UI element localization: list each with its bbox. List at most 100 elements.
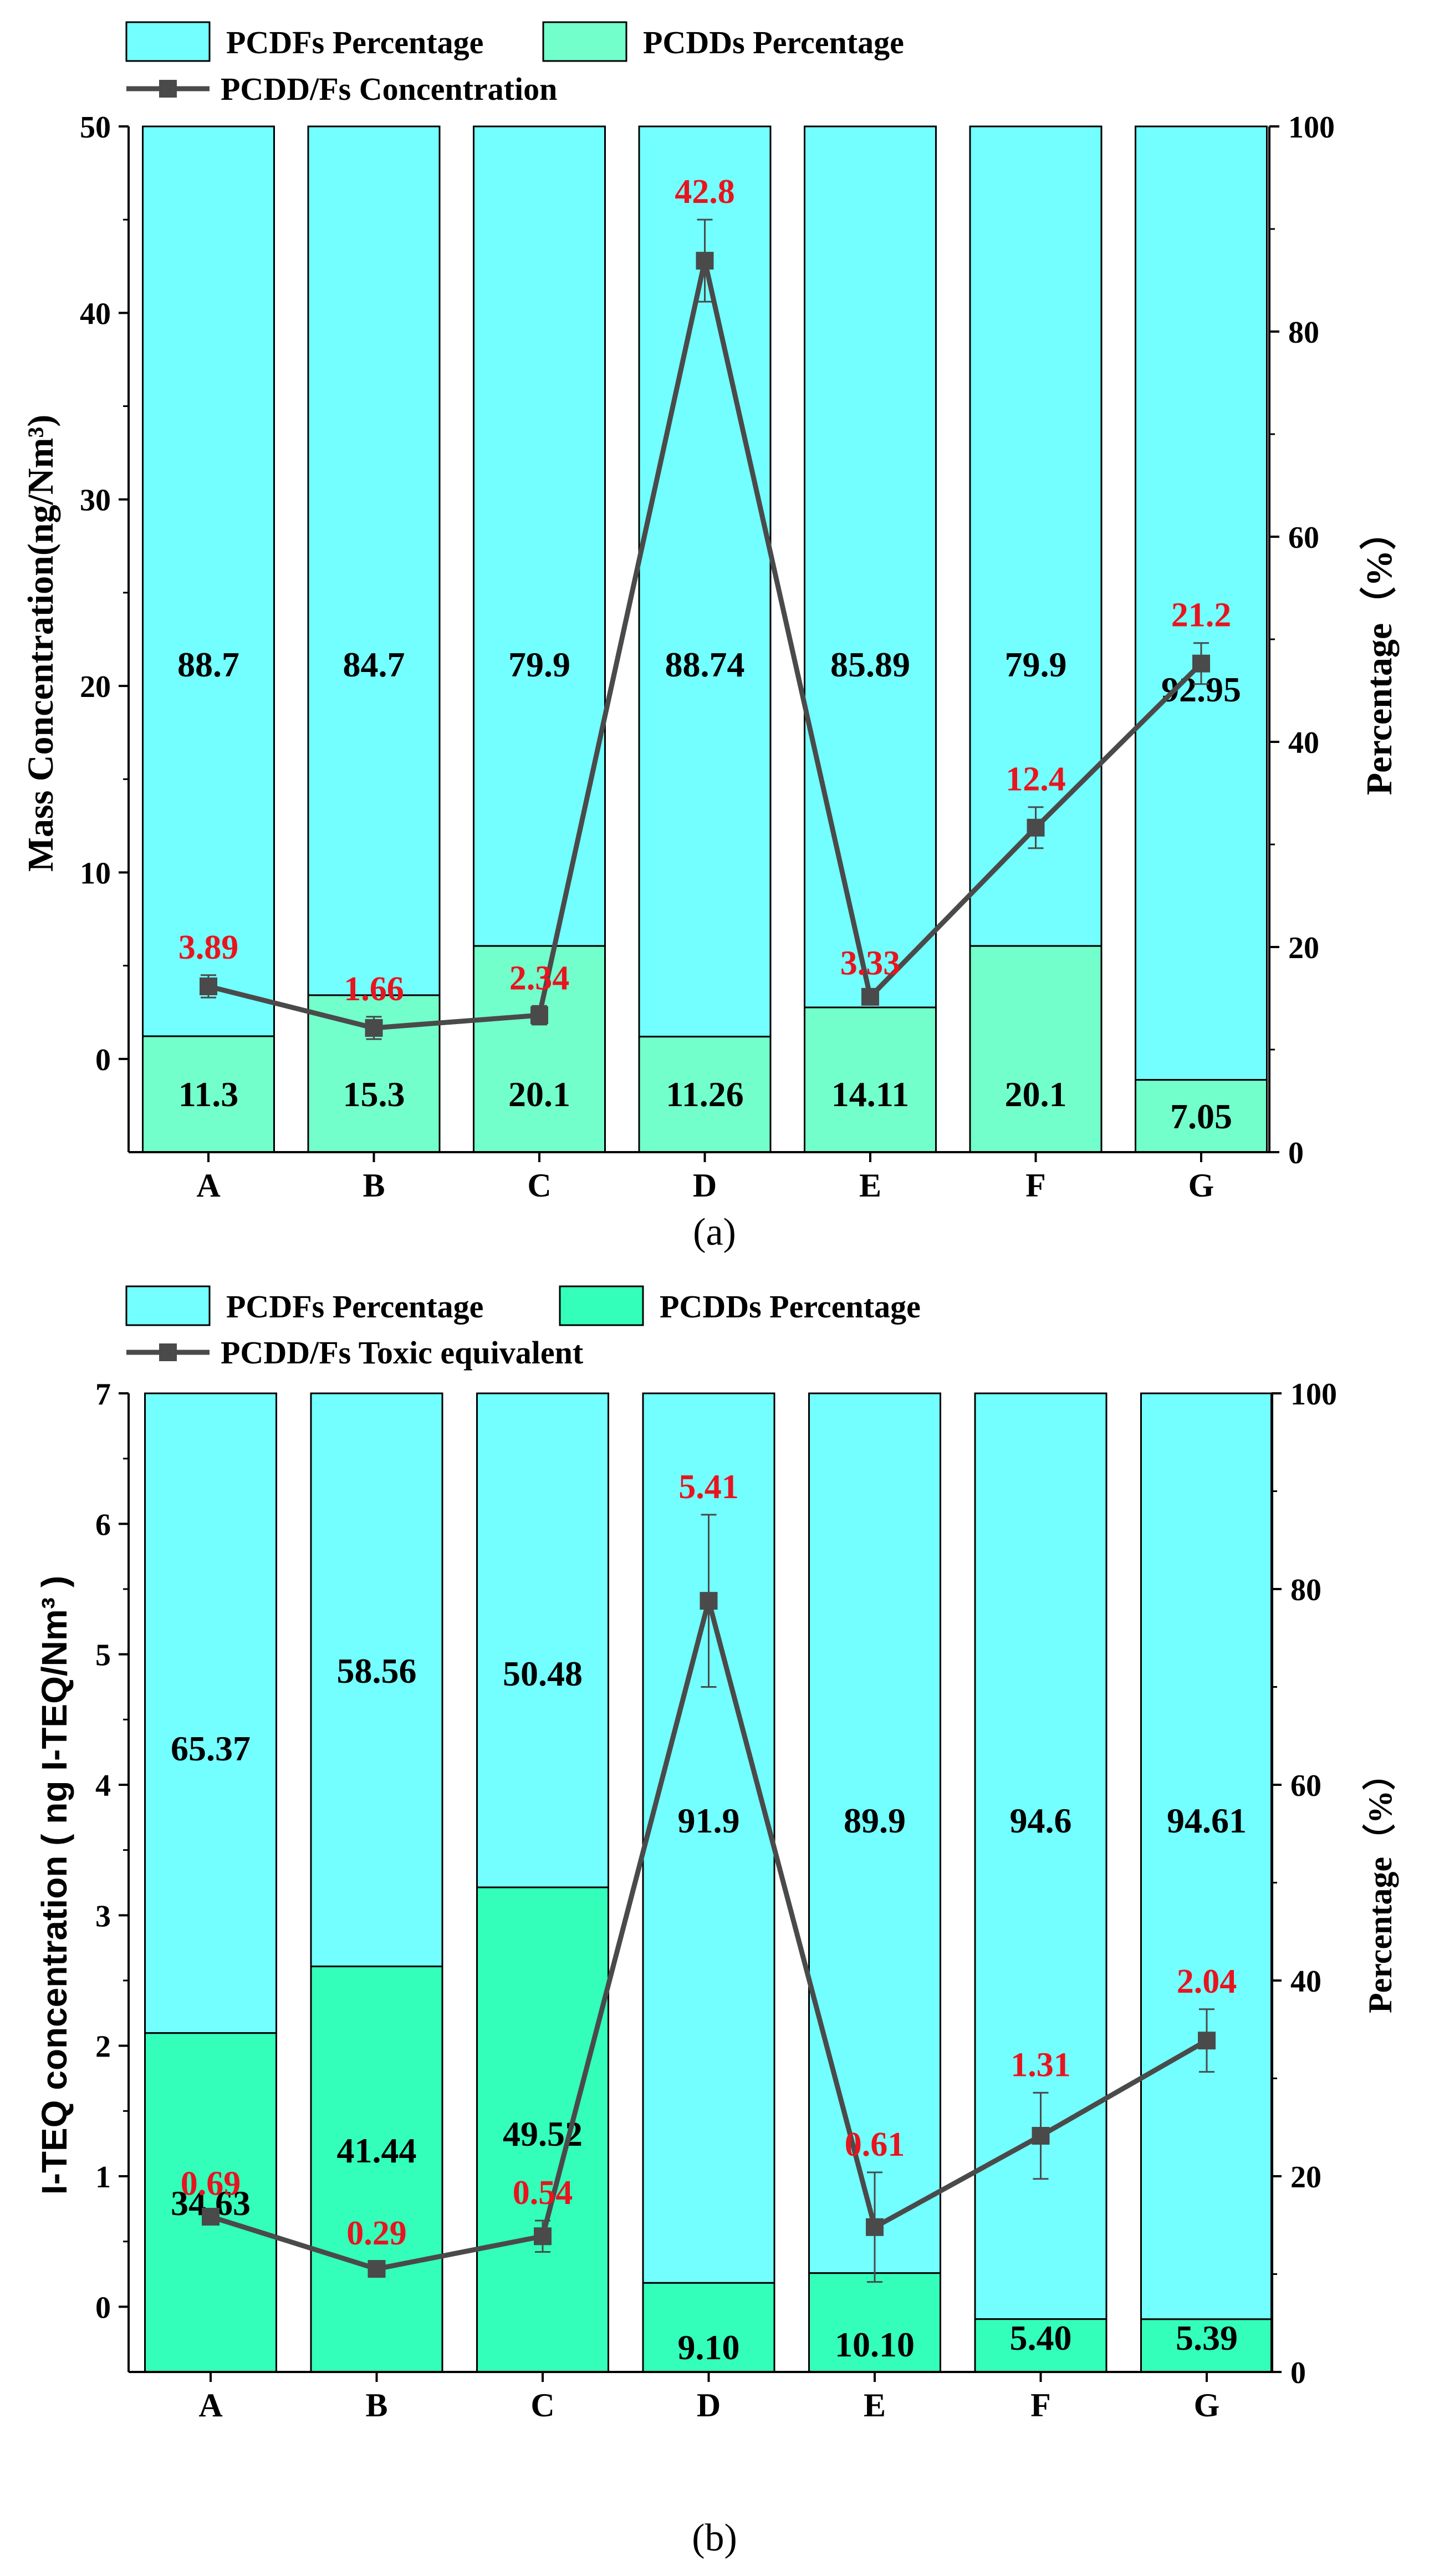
right-tick-label: 40 [1288,726,1319,760]
pcdf-data-label: 91.9 [678,1801,740,1840]
x-tick-label: A [198,2387,222,2424]
left-tick-label: 0 [95,1043,111,1077]
pcdd-data-label: 11.3 [178,1075,238,1114]
right-tick-label: 100 [1288,110,1335,145]
pcdf-data-label: 50.48 [503,1654,583,1693]
legend-label-pcdd: PCDDs Percentage [643,24,904,60]
left-tick-label: 20 [80,670,111,704]
right-tick-label: 80 [1288,315,1319,350]
right-tick-label: 80 [1290,1573,1321,1607]
pcdf-bar [1135,125,1268,1081]
line-marker [202,2207,220,2226]
legend-label-pcdf: PCDFs Percentage [226,1289,483,1325]
line-marker [530,1006,548,1025]
x-tick-label: B [363,1167,385,1204]
legend-label-line: PCDD/Fs Concentration [221,71,557,107]
legend-swatch-pcdd [559,1285,644,1326]
line-marker [368,2260,386,2278]
line-value-label: 2.04 [1177,1963,1237,2000]
right-tick-label: 100 [1290,1377,1337,1412]
pcdd-bar [473,945,606,1153]
line-marker [1027,818,1045,837]
line-marker [534,2227,552,2246]
y-axis-title-left: I-TEQ concentration ( ng I-TEQ/Nm³ ) [34,1576,74,2195]
pcdf-data-label: 94.61 [1167,1801,1247,1840]
line-marker [696,252,714,270]
left-tick-label: 7 [95,1377,111,1412]
line-marker [700,1592,718,1610]
pcdd-data-label: 7.05 [1170,1097,1232,1136]
pcdf-bar [473,125,606,947]
line-value-label: 2.34 [509,959,570,997]
pcdf-bar [808,1392,941,2274]
right-tick-label: 20 [1288,931,1319,965]
y-axis-title-left: Mass Concentration(ng/Nm³) [21,415,61,872]
pcdf-bar [476,1392,609,1888]
legend-label-line: PCDD/Fs Toxic equivalent [221,1335,584,1371]
panel-label: (a) [693,1211,736,1254]
right-tick-label: 0 [1288,1136,1304,1170]
x-tick-label: G [1188,1167,1214,1204]
pcdf-bar [142,125,275,1037]
pcdf-data-label: 88.74 [665,645,745,684]
left-tick-label: 6 [95,1508,111,1542]
pcdd-data-label: 5.39 [1176,2318,1238,2358]
panel-b: 65.3734.6358.5641.4450.4849.5291.99.1089… [34,1285,1399,2559]
pcdf-bar [144,1392,277,2034]
x-tick-label: D [697,2387,721,2424]
right-tick-label: 0 [1290,2356,1306,2390]
left-tick-label: 0 [95,2290,111,2325]
pcdd-bar [310,1966,443,2373]
pcdd-bar [144,2032,277,2373]
pcdf-data-label: 65.37 [171,1729,251,1768]
x-tick-label: F [1030,2387,1051,2424]
line-value-label: 1.31 [1010,2046,1071,2084]
pcdd-data-label: 41.44 [337,2131,417,2170]
pcdd-bar [969,945,1103,1153]
y-axis-title-right: Percentage（%） [1361,1757,1399,2013]
legend-swatch-pcdd [542,21,627,62]
pcdd-bar [804,1006,937,1153]
pcdd-data-label: 10.10 [835,2325,915,2364]
line-value-label: 3.33 [840,945,901,982]
line-value-label: 0.69 [181,2165,241,2203]
legend-label-pcdf: PCDFs Percentage [226,24,483,60]
line-value-label: 12.4 [1006,761,1066,798]
right-tick-label: 60 [1290,1769,1321,1803]
pcdd-bar [476,1886,609,2373]
line-value-label: 3.89 [178,929,239,966]
pcdd-data-label: 9.10 [678,2328,740,2367]
pcdf-bar [974,1392,1108,2320]
x-tick-label: E [859,1167,881,1204]
line-value-label: 5.41 [678,1468,739,1506]
left-tick-label: 2 [95,2030,111,2064]
legend-swatch-pcdf [125,1285,211,1326]
pcdf-bar [1140,1392,1273,2320]
pcdd-data-label: 5.40 [1010,2318,1072,2358]
pcdf-data-label: 84.7 [343,645,405,684]
pcdd-data-label: 14.11 [831,1075,909,1114]
pcdf-data-label: 85.89 [830,645,910,684]
left-tick-label: 50 [80,110,111,145]
line-marker [1032,2127,1050,2145]
line-value-label: 21.2 [1171,597,1232,634]
pcdd-data-label: 20.1 [1005,1075,1067,1114]
left-tick-label: 1 [95,2160,111,2195]
pcdd-data-label: 15.3 [343,1075,405,1114]
left-tick-label: 40 [80,297,111,331]
pcdf-data-label: 79.9 [508,645,570,684]
line-value-label: 42.8 [675,173,735,211]
pcdd-data-label: 20.1 [508,1075,570,1114]
x-tick-label: D [693,1167,717,1204]
left-tick-label: 30 [80,483,111,518]
line-value-label: 0.54 [513,2174,573,2212]
line-value-label: 0.29 [346,2214,407,2252]
legend-label-pcdd: PCDDs Percentage [660,1289,921,1325]
pcdf-data-label: 58.56 [337,1651,417,1691]
pcdf-data-label: 89.9 [844,1801,906,1840]
pcdd-data-label: 11.26 [666,1075,743,1114]
legend-line-marker [159,1343,177,1361]
pcdf-data-label: 94.6 [1010,1801,1072,1840]
pcdf-bar [307,125,441,996]
panel-a: 88.7 11.3 84.7 15.3 79.9 20.1 88.74 11.26 85.89 1… [21,21,1400,1254]
